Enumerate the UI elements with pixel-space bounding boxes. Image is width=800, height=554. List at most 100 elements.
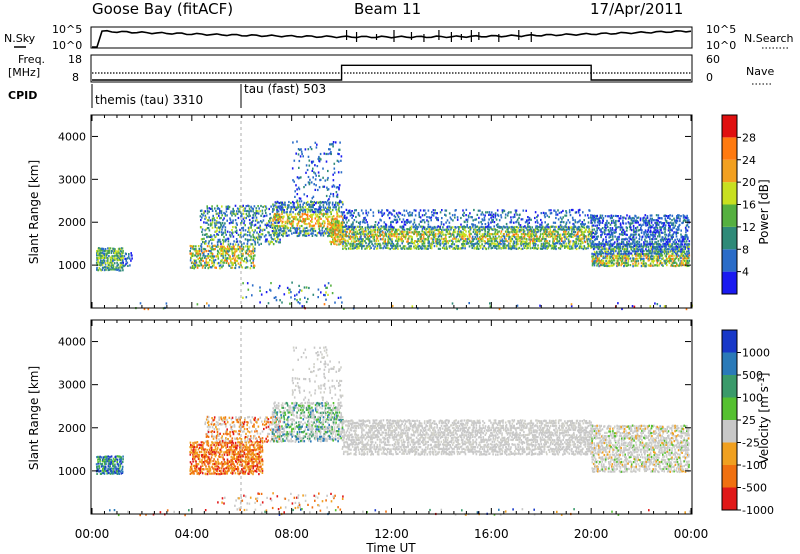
data-cell <box>418 245 420 248</box>
data-cell <box>395 212 398 215</box>
data-cell <box>241 259 243 262</box>
data-cell <box>527 244 529 247</box>
data-cell <box>629 222 632 225</box>
data-cell <box>364 247 366 250</box>
data-cell <box>385 242 388 245</box>
data-cell <box>660 226 662 230</box>
data-cell <box>285 234 288 237</box>
data-cell <box>632 262 634 265</box>
data-cell <box>456 240 458 243</box>
data-cell <box>546 245 548 248</box>
data-cell <box>206 261 209 264</box>
data-cell <box>627 252 630 255</box>
data-cell <box>242 212 245 215</box>
data-cell <box>450 235 452 238</box>
data-cell <box>231 211 234 214</box>
data-cell <box>368 239 370 243</box>
data-cell <box>643 243 645 246</box>
data-cell <box>251 257 254 260</box>
data-cell <box>673 261 675 264</box>
data-cell <box>253 250 256 253</box>
data-cell <box>390 238 392 241</box>
data-cell <box>97 250 99 253</box>
data-cell <box>598 227 600 230</box>
data-cell <box>211 217 214 220</box>
data-cell <box>442 233 444 236</box>
data-cell <box>391 240 393 243</box>
data-cell <box>115 266 117 269</box>
data-cell <box>615 223 617 226</box>
data-cell <box>408 246 410 249</box>
data-cell <box>665 245 667 249</box>
data-cell <box>343 216 346 219</box>
data-cell <box>219 245 222 248</box>
data-cell <box>629 217 632 220</box>
data-cell <box>472 239 474 243</box>
data-cell <box>618 246 620 249</box>
noise-right-label: N.Search <box>744 32 794 45</box>
data-cell <box>299 206 301 209</box>
data-cell <box>342 226 344 229</box>
data-cell <box>461 243 463 246</box>
data-cell <box>295 231 298 234</box>
data-cell <box>271 226 274 229</box>
data-cell <box>339 226 341 229</box>
data-cell <box>232 231 234 234</box>
data-cell <box>422 209 425 212</box>
data-cell <box>637 259 639 263</box>
data-cell <box>311 229 313 232</box>
data-cell <box>673 259 676 262</box>
data-cell <box>669 257 672 261</box>
data-cell <box>548 215 550 219</box>
data-cell <box>365 237 367 240</box>
data-cell <box>440 235 443 238</box>
data-cell <box>487 240 489 243</box>
data-cell <box>675 221 678 224</box>
data-cell <box>110 268 112 271</box>
data-cell <box>583 226 586 229</box>
data-cell <box>280 224 283 228</box>
data-cell <box>468 231 471 234</box>
data-cell <box>351 216 353 219</box>
data-cell <box>562 227 564 231</box>
data-cell <box>667 224 670 227</box>
data-cell <box>647 245 650 248</box>
data-cell <box>239 228 241 231</box>
data-cell <box>467 242 470 245</box>
data-cell <box>406 220 409 224</box>
data-cell <box>387 233 390 236</box>
data-cell <box>323 230 326 233</box>
data-cell <box>403 235 406 238</box>
data-cell <box>326 188 329 191</box>
data-cell <box>676 255 679 258</box>
data-cell <box>492 238 494 241</box>
data-cell <box>107 251 109 254</box>
data-cell <box>97 254 99 257</box>
data-cell <box>112 268 114 271</box>
data-cell <box>100 269 103 272</box>
data-cell <box>564 233 566 236</box>
data-cell <box>388 225 390 228</box>
data-cell <box>297 153 300 156</box>
data-cell <box>672 249 674 252</box>
data-cell <box>621 247 624 250</box>
data-cell <box>362 245 364 248</box>
data-cell <box>618 255 621 258</box>
data-cell <box>252 214 254 217</box>
data-cell <box>213 244 215 247</box>
data-cell <box>611 231 613 234</box>
data-cell <box>601 246 603 249</box>
data-cell <box>484 214 486 217</box>
data-cell <box>625 237 627 240</box>
data-cell <box>604 215 607 218</box>
data-cell <box>512 247 514 250</box>
data-cell <box>313 224 316 227</box>
data-cell <box>550 209 552 212</box>
data-cell <box>200 245 203 248</box>
data-cell <box>519 224 522 227</box>
data-cell <box>246 260 249 263</box>
data-cell <box>511 231 513 234</box>
data-cell <box>366 221 368 224</box>
data-cell <box>530 233 533 236</box>
data-cell <box>516 220 518 223</box>
